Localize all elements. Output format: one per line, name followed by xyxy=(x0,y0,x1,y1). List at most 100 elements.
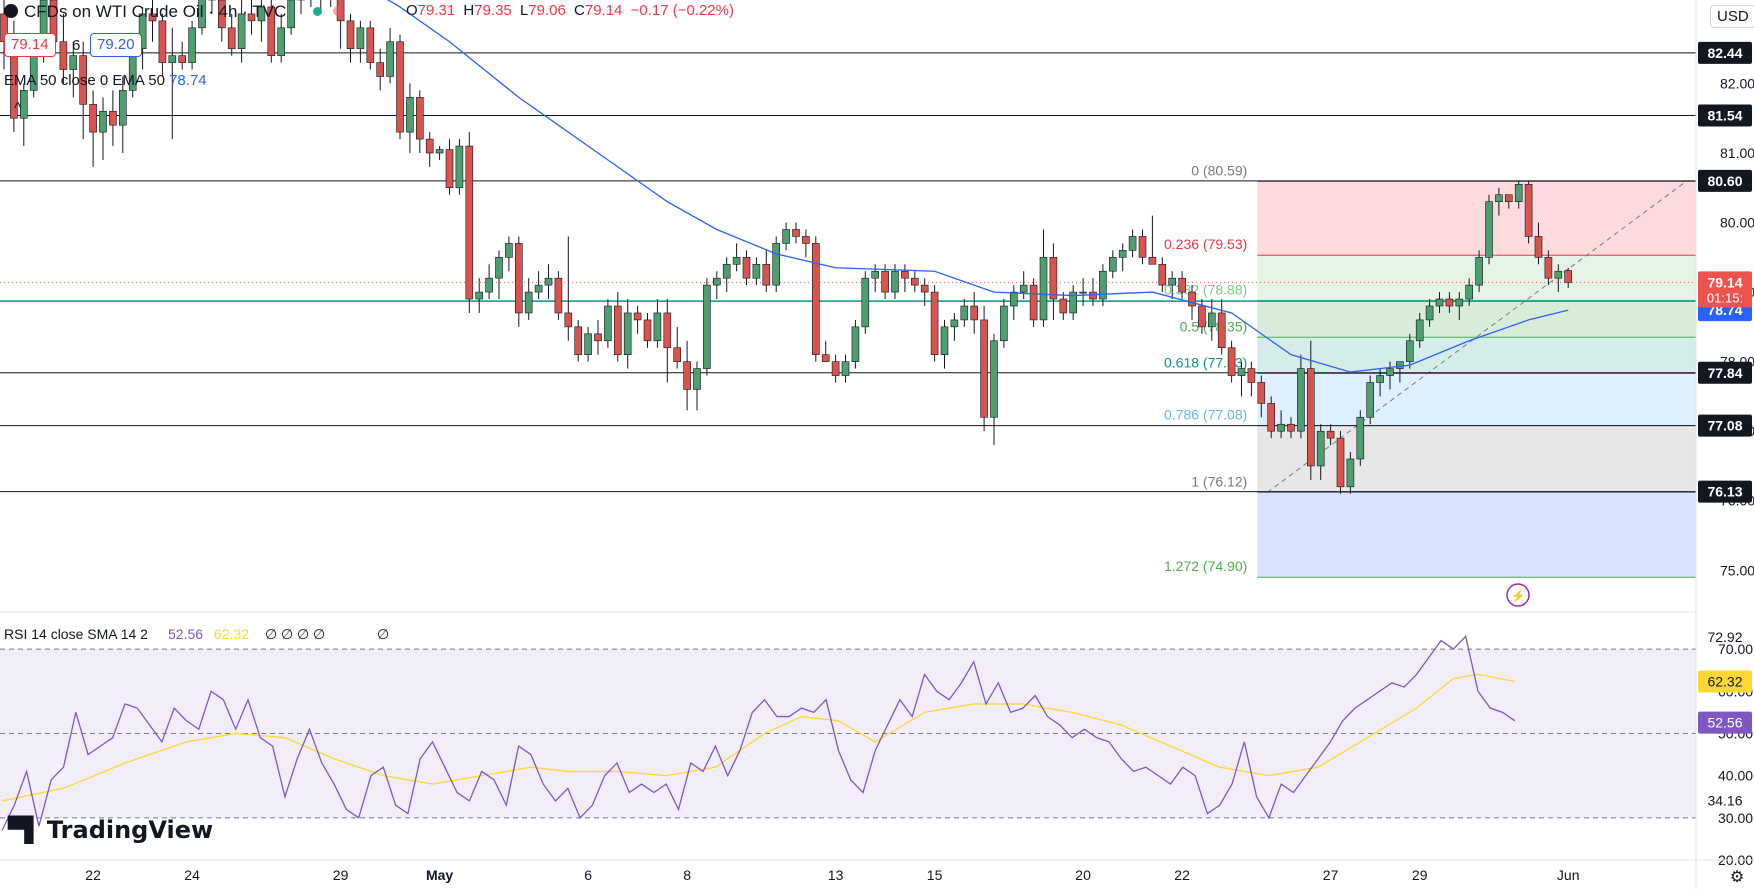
candle-body xyxy=(257,6,266,22)
candle-body xyxy=(752,263,761,279)
rsi-axis-tick: 70.00 xyxy=(1718,641,1753,657)
candle-body xyxy=(683,361,691,390)
candle-body xyxy=(871,270,880,279)
time-axis-tick: 15 xyxy=(927,867,943,883)
price-axis-tick: 82.00 xyxy=(1720,75,1754,91)
candle-body xyxy=(1069,291,1077,314)
fib-level-label: 0.786 (77.08) xyxy=(1164,407,1247,423)
candle-body xyxy=(1505,194,1513,202)
time-axis-tick: 6 xyxy=(584,867,592,883)
rsi-axis-marker: 34.16 xyxy=(1707,792,1742,808)
candle-body xyxy=(396,41,404,133)
candle-body xyxy=(1307,368,1315,467)
candle-body xyxy=(406,97,414,133)
candle-body xyxy=(1316,430,1325,467)
candle-body xyxy=(356,27,365,49)
time-axis-tick: 22 xyxy=(1174,867,1190,883)
flag-icon xyxy=(332,6,343,16)
buy-button[interactable]: 79.20 xyxy=(90,33,142,57)
candle-body xyxy=(346,20,355,49)
candle-body xyxy=(653,312,662,342)
candle-body xyxy=(1247,368,1256,383)
price-axis-tick: 75.00 xyxy=(1720,562,1754,578)
level-axis-label-bg xyxy=(1698,169,1752,192)
symbol-icon xyxy=(4,4,18,18)
candle-body xyxy=(722,263,731,279)
low-value: 79.06 xyxy=(528,2,566,19)
candle-body xyxy=(485,277,493,293)
open-value: 79.31 xyxy=(417,2,456,19)
fib-zone xyxy=(1257,492,1696,578)
rsi-legend-placeholder: ∅ xyxy=(313,626,325,642)
candle-body xyxy=(950,319,959,328)
candle-body xyxy=(891,270,899,293)
candle-body xyxy=(465,145,474,300)
ema-value: 78.74 xyxy=(169,72,207,89)
symbol-legend[interactable]: CFDs on WTI Crude Oil · 4h · TVC xyxy=(4,2,343,22)
ema-legend[interactable]: EMA 50 close 0 EMA 50 78.74 xyxy=(4,72,207,89)
candle-body xyxy=(643,319,652,342)
candle-body xyxy=(1178,277,1186,293)
sell-button[interactable]: 79.14 xyxy=(4,33,56,57)
candle-body xyxy=(1415,319,1424,342)
ema50-line xyxy=(386,0,1569,373)
candle-body xyxy=(495,257,503,279)
price-axis-tick: 81.00 xyxy=(1720,145,1754,161)
time-axis-tick: 24 xyxy=(184,867,200,883)
collapse-legend-button[interactable]: ^ xyxy=(14,100,22,117)
candle-body xyxy=(188,27,196,63)
candle-body xyxy=(475,291,484,300)
candle-body xyxy=(415,97,424,140)
candle-body xyxy=(693,368,701,390)
candle-body xyxy=(623,312,632,355)
candle-body xyxy=(1455,298,1464,307)
rsi-axis-marker-bg xyxy=(1698,711,1752,734)
candle-body xyxy=(386,41,394,77)
candle-body xyxy=(376,62,385,77)
spread-value: 6 xyxy=(72,37,81,54)
level-axis-label-bg xyxy=(1698,414,1752,437)
candle-body xyxy=(881,270,889,293)
candle-body xyxy=(59,41,68,70)
candle-body xyxy=(1297,368,1305,432)
rsi-legend-bg xyxy=(0,622,395,644)
candle-body xyxy=(69,55,78,70)
level-axis-label: 76.13 xyxy=(1707,484,1742,500)
candle-body xyxy=(851,326,860,362)
candle-body xyxy=(604,305,612,342)
time-axis-tick: May xyxy=(426,867,453,883)
candle-body xyxy=(1524,183,1533,237)
candle-body xyxy=(534,284,543,293)
candle-body xyxy=(1109,257,1117,272)
candle-body xyxy=(1049,257,1058,300)
fib-level-label: 0.382 (78.88) xyxy=(1164,281,1247,297)
candle-body xyxy=(1168,277,1176,286)
candle-body xyxy=(821,354,830,362)
candle-body xyxy=(574,326,583,355)
candle-body xyxy=(1188,291,1196,307)
candle-body xyxy=(218,0,226,29)
candle-body xyxy=(901,270,909,279)
candle-body xyxy=(564,312,573,328)
alert-icon xyxy=(1506,583,1530,607)
candle-body xyxy=(1356,416,1365,460)
candle-body xyxy=(732,257,741,265)
candle-body xyxy=(366,27,375,63)
candle-body xyxy=(227,27,236,49)
candle-body xyxy=(425,138,434,154)
rsi-legend-placeholder: ∅ xyxy=(297,626,309,642)
candle-body xyxy=(99,110,107,133)
candle-body xyxy=(79,55,87,105)
level-axis-label-bg xyxy=(1698,104,1752,127)
rsi-axis-marker-bg xyxy=(1698,670,1752,693)
rsi-legend-placeholder: ∅ xyxy=(265,626,277,642)
candle-body xyxy=(1138,236,1147,258)
currency-label[interactable]: USD xyxy=(1710,5,1754,28)
candle-body xyxy=(772,243,781,286)
candle-body xyxy=(970,305,979,321)
candle-body xyxy=(1326,430,1335,439)
candle-body xyxy=(287,0,295,29)
fib-trend-line xyxy=(1267,181,1687,493)
symbol-title: CFDs on WTI Crude Oil · 4h · TVC xyxy=(24,2,287,21)
